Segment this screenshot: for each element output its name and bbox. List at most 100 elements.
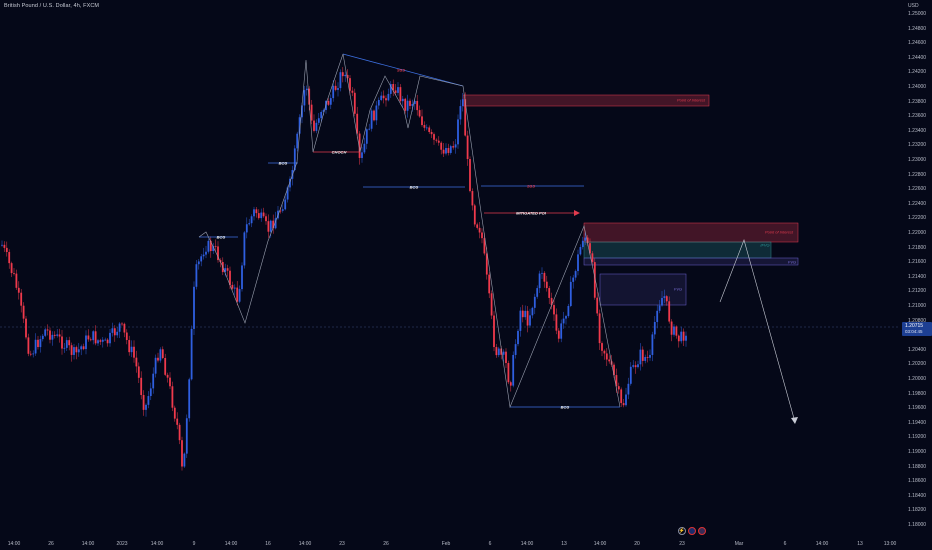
candle-body [685, 335, 687, 341]
candle-body [205, 251, 207, 255]
candle-body [8, 252, 11, 264]
candle-body [536, 288, 539, 297]
candle-body [53, 334, 56, 336]
candle-body [603, 350, 606, 354]
candle-body [598, 313, 601, 344]
candle-body [61, 336, 63, 349]
candle-body [176, 418, 179, 425]
candle-body [634, 365, 637, 368]
candle-body [200, 256, 203, 262]
candle-body [13, 273, 15, 274]
candle-body [452, 146, 455, 148]
candle-body [387, 93, 390, 101]
price-tick: 1.18200 [908, 507, 927, 514]
candle-body [440, 142, 443, 150]
candle-body [238, 289, 241, 302]
plot-area[interactable] [0, 0, 900, 536]
candle-body [524, 310, 527, 318]
candle-body [123, 323, 126, 333]
candle-body [394, 90, 397, 93]
time-tick: 6 [488, 541, 492, 547]
candle-body [41, 335, 44, 340]
candle-body [10, 263, 13, 274]
candle-body [533, 296, 536, 308]
candle-body [173, 407, 176, 419]
price-tick: 1.22400 [908, 200, 927, 207]
candle-body [317, 118, 320, 123]
candle-body [613, 364, 615, 376]
candle-body [197, 261, 200, 265]
candle-body [111, 328, 114, 333]
time-tick: 23 [679, 541, 685, 547]
projection-line [719, 239, 796, 423]
candle-body [413, 100, 416, 105]
candle-body [514, 344, 517, 355]
price-tick: 1.19000 [908, 449, 927, 455]
candle-body [17, 287, 20, 293]
candle-body [641, 349, 644, 361]
time-tick: 14:00 [150, 541, 164, 547]
price-tick: 1.20000 [908, 376, 927, 382]
price-axis[interactable]: USD 1.25000 1.24800 1.24600 1.24400 1.24200 1… [900, 0, 932, 536]
candle-body [608, 359, 611, 362]
candle-body [253, 209, 255, 217]
uk-flag-icon[interactable] [688, 527, 696, 535]
time-tick: 20 [634, 541, 640, 547]
candle-body [75, 347, 78, 353]
candle-body [212, 245, 215, 252]
candle-body [269, 220, 272, 232]
candle-body [509, 382, 512, 386]
candle-body [449, 146, 452, 153]
candle-body [82, 346, 85, 350]
candle-body [358, 133, 361, 158]
candle-body [397, 87, 399, 93]
candle-body [164, 357, 167, 375]
time-tick: 9 [192, 541, 196, 547]
candle-body [92, 331, 95, 341]
ifvg-zone [583, 241, 772, 259]
candle-body [353, 92, 356, 114]
candle-body [116, 331, 119, 336]
poi-label-lower: Point of Interest [764, 229, 794, 235]
candle-body [363, 143, 366, 153]
candle-body [653, 321, 656, 335]
time-tick: 13 [857, 541, 863, 547]
event-icons: ⚡ [678, 527, 706, 537]
candle-body [152, 373, 155, 389]
candle-body [493, 315, 495, 348]
candle-body [89, 339, 92, 341]
lightning-icon[interactable]: ⚡ [678, 527, 686, 535]
candle-body [3, 244, 6, 248]
candle-body [356, 113, 359, 134]
time-axis[interactable]: 14:00 26 14:00 2023 14:00 9 14:00 16 14:00 23 26 Fe… [0, 536, 900, 550]
candle-body [101, 339, 104, 342]
candle-body [591, 253, 594, 263]
candle-body [34, 339, 37, 354]
candle-body [337, 88, 339, 90]
candle-body [77, 349, 80, 353]
candle-body [236, 287, 239, 302]
candle-body [557, 330, 560, 339]
candle-body [430, 131, 433, 135]
candle-body [284, 199, 287, 210]
candle-body [538, 273, 541, 289]
time-tick: 23 [339, 541, 345, 547]
candle-body [1, 244, 3, 246]
bar-countdown: 03:04:45 [905, 329, 923, 334]
price-tick: 1.21200 [908, 288, 927, 295]
us-flag-icon[interactable] [698, 527, 706, 535]
candle-body [476, 224, 479, 228]
candle-body [250, 216, 253, 224]
time-tick: 14:00 [298, 541, 312, 547]
fvg-zone-2 [599, 273, 687, 306]
current-price-badge: 1.20715 03:04:45 [902, 322, 932, 336]
candle-body [656, 310, 659, 322]
price-tick: 1.24400 [908, 54, 927, 61]
time-tick: 26 [48, 541, 54, 547]
candle-body [217, 246, 219, 261]
time-tick: 14:00 [520, 541, 534, 547]
candle-body [531, 307, 534, 316]
candle-body [361, 152, 363, 158]
candle-body [68, 340, 71, 346]
